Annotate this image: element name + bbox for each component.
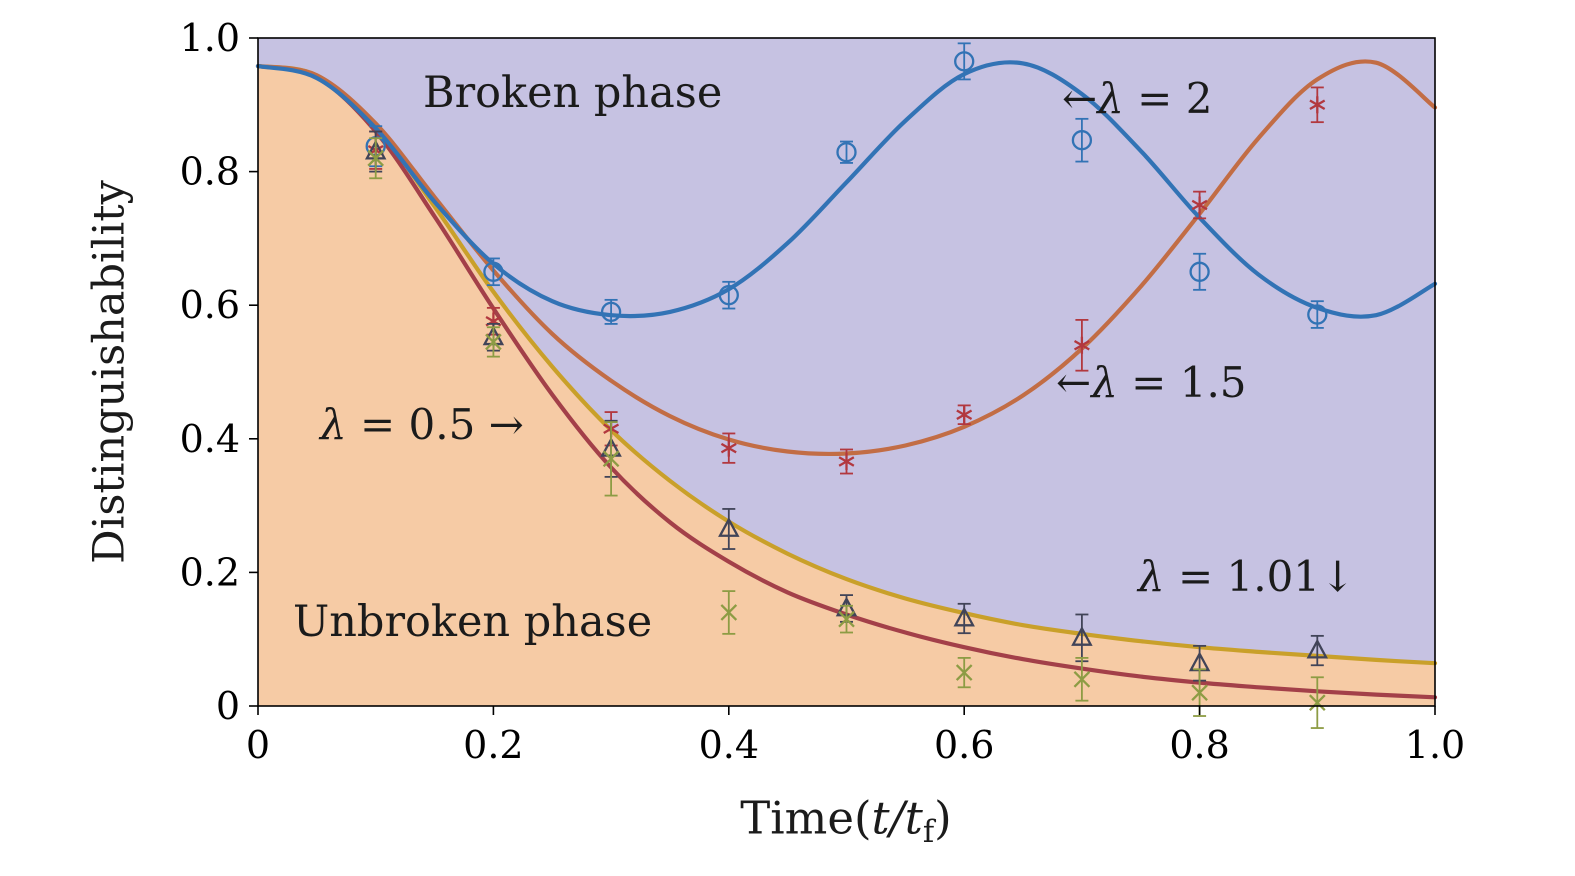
y-tick-label: 0.6 (180, 283, 240, 327)
left-arrow-icon: ← (1056, 358, 1092, 407)
series-points-lambda-0-5 (367, 137, 1326, 729)
lambda-symbol: λ (1138, 552, 1165, 601)
x-axis-label-subscript: f (922, 814, 935, 850)
annotation-lambda-2: ←λ = 2 (1062, 78, 1212, 120)
unbroken-phase-region (258, 66, 1435, 707)
series-curve-lambda-0-5 (255, 63, 1438, 700)
annotation-lambda-0-5-value: = 0.5 → (346, 400, 524, 449)
lambda-symbol: λ (1097, 74, 1124, 123)
broken-phase-label: Broken phase (423, 68, 723, 118)
series-curve-lambda-1-01 (255, 63, 1438, 666)
y-tick-label: 0.4 (180, 417, 240, 461)
y-tick-label: 0.2 (180, 550, 240, 594)
x-axis-label: Time(t/tf) (740, 795, 951, 848)
x-tick-label: 1.0 (1405, 723, 1465, 767)
x-axis-label-suffix: ) (934, 791, 952, 845)
annotation-lambda-1-5-value: = 1.5 (1117, 358, 1247, 407)
x-axis-label-prefix: Time( (740, 791, 872, 845)
x-tick-label: 0.4 (699, 723, 759, 767)
y-tick-label: 0.8 (180, 150, 240, 194)
annotation-lambda-0-5: λ = 0.5 → (320, 404, 524, 446)
y-tick-label: 1.0 (180, 16, 240, 60)
lambda-symbol: λ (1091, 358, 1118, 407)
y-axis-label: Distinguishability (84, 180, 135, 564)
annotation-lambda-1-01: λ = 1.01↓ (1138, 556, 1355, 598)
left-arrow-icon: ← (1062, 74, 1098, 123)
y-tick-label: 0 (216, 684, 240, 728)
annotation-lambda-1-01-value: = 1.01↓ (1164, 552, 1356, 601)
plot-frame (257, 37, 1436, 707)
series-curve-lambda-2 (255, 60, 1438, 319)
x-tick-label: 0.8 (1169, 723, 1229, 767)
annotation-lambda-1-5: ←λ = 1.5 (1056, 362, 1247, 404)
unbroken-phase-label: Unbroken phase (293, 597, 653, 647)
lambda-symbol: λ (320, 400, 347, 449)
x-tick-label: 0.2 (463, 723, 523, 767)
x-tick-label: 0 (246, 723, 270, 767)
x-axis-label-variable: t/t (871, 791, 923, 845)
annotation-lambda-2-value: = 2 (1123, 74, 1213, 123)
x-tick-label: 0.6 (934, 723, 994, 767)
